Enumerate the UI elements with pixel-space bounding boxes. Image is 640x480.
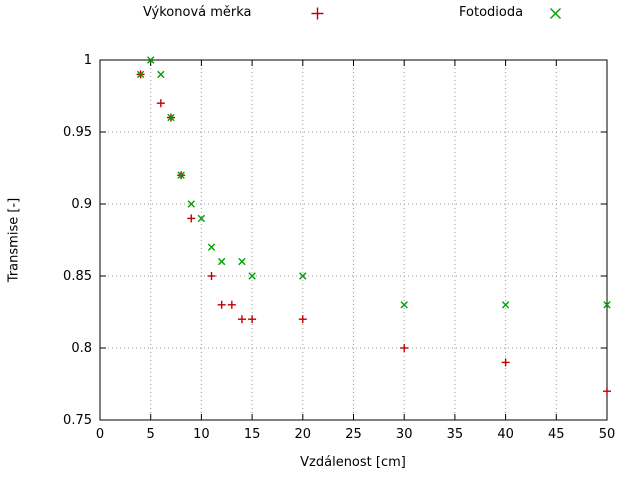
y-tick-label: 0.9 xyxy=(71,197,92,212)
data-point xyxy=(501,301,510,309)
data-point xyxy=(157,70,165,79)
data-point xyxy=(197,214,206,223)
series-cross xyxy=(136,56,611,309)
series-plus xyxy=(136,70,611,396)
legend-label-power-meter: Výkonová měrka xyxy=(143,5,252,20)
y-tick-label: 0.95 xyxy=(63,125,92,140)
data-point xyxy=(177,171,185,179)
x-tick-label: 20 xyxy=(295,427,312,442)
y-tick-label: 0.75 xyxy=(63,413,92,428)
x-tick-label: 35 xyxy=(447,427,464,442)
data-point xyxy=(217,257,226,266)
y-axis-label: Transmise [-] xyxy=(6,197,22,283)
y-tick-label: 1 xyxy=(84,53,92,68)
x-tick-label: 45 xyxy=(548,427,565,442)
x-tick-label: 0 xyxy=(96,427,104,442)
cross-marker-icon xyxy=(549,7,562,20)
data-point xyxy=(299,272,307,280)
data-point xyxy=(136,70,145,79)
data-point xyxy=(187,200,195,208)
data-point xyxy=(167,113,175,122)
data-point xyxy=(238,257,246,266)
data-point xyxy=(603,301,611,309)
data-point xyxy=(207,243,216,251)
data-point xyxy=(147,56,155,64)
x-tick-label: 30 xyxy=(396,427,413,442)
data-point xyxy=(248,272,256,280)
x-tick-label: 5 xyxy=(147,427,155,442)
y-tick-label: 0.85 xyxy=(63,269,92,284)
x-tick-label: 25 xyxy=(345,427,362,442)
legend-label-photodiode: Fotodioda xyxy=(459,5,524,20)
data-point xyxy=(400,301,408,309)
x-tick-label: 50 xyxy=(599,427,616,442)
x-tick-label: 40 xyxy=(497,427,514,442)
y-tick-label: 0.8 xyxy=(71,341,92,356)
plus-marker-icon xyxy=(311,7,324,20)
x-tick-label: 10 xyxy=(193,427,210,442)
x-axis-label: Vzdálenost [cm] xyxy=(300,455,406,470)
x-tick-label: 15 xyxy=(244,427,261,442)
